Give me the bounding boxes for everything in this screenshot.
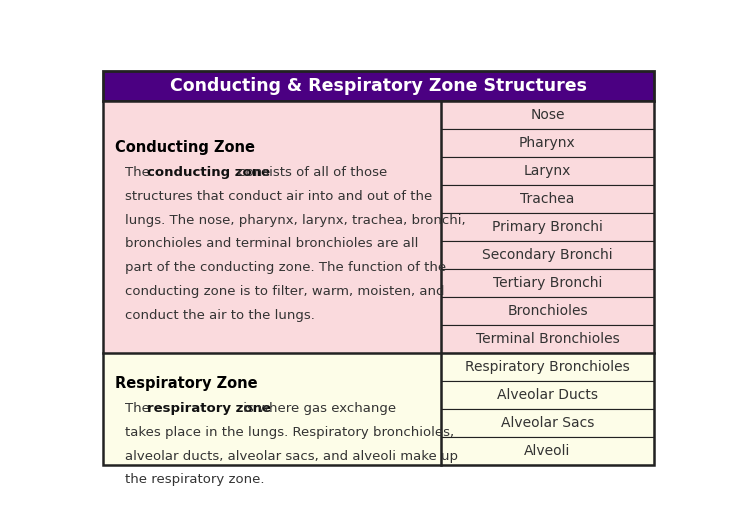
Bar: [441, 157, 654, 185]
Bar: [103, 101, 441, 353]
Text: conducting zone is to filter, warm, moisten, and: conducting zone is to filter, warm, mois…: [125, 285, 445, 298]
Text: is where gas exchange: is where gas exchange: [239, 402, 396, 415]
Text: Conducting & Respiratory Zone Structures: Conducting & Respiratory Zone Structures: [170, 77, 587, 95]
Text: bronchioles and terminal bronchioles are all: bronchioles and terminal bronchioles are…: [125, 237, 418, 251]
Text: Alveolar Ducts: Alveolar Ducts: [497, 388, 598, 402]
Text: The: The: [125, 166, 154, 179]
Bar: [441, 129, 654, 157]
Text: Respiratory Zone: Respiratory Zone: [115, 375, 258, 391]
Bar: [441, 381, 654, 409]
Bar: [441, 241, 654, 269]
Bar: [441, 213, 654, 241]
Bar: [103, 101, 654, 465]
Text: Conducting Zone: Conducting Zone: [115, 140, 255, 155]
Text: Nose: Nose: [530, 108, 565, 122]
Text: conducting zone: conducting zone: [147, 166, 270, 179]
Text: alveolar ducts, alveolar sacs, and alveoli make up: alveolar ducts, alveolar sacs, and alveo…: [125, 450, 458, 463]
Text: Bronchioles: Bronchioles: [507, 304, 587, 318]
Text: Alveoli: Alveoli: [524, 444, 570, 458]
Bar: [103, 353, 441, 465]
Bar: [441, 409, 654, 437]
Text: part of the conducting zone. The function of the: part of the conducting zone. The functio…: [125, 261, 446, 274]
Text: consists of all of those: consists of all of those: [234, 166, 387, 179]
Bar: [103, 71, 654, 101]
Bar: [441, 437, 654, 465]
Text: Respiratory Bronchioles: Respiratory Bronchioles: [465, 360, 630, 374]
Text: Tertiary Bronchi: Tertiary Bronchi: [493, 276, 602, 290]
Bar: [441, 101, 654, 129]
Text: The: The: [125, 402, 154, 415]
Text: Secondary Bronchi: Secondary Bronchi: [482, 248, 613, 262]
Bar: [441, 353, 654, 381]
Text: respiratory zone: respiratory zone: [147, 402, 271, 415]
Text: Primary Bronchi: Primary Bronchi: [492, 220, 603, 234]
Text: Pharynx: Pharynx: [519, 136, 576, 150]
Bar: [441, 325, 654, 353]
Text: conduct the air to the lungs.: conduct the air to the lungs.: [125, 309, 315, 322]
Text: Trachea: Trachea: [520, 192, 575, 206]
Bar: [441, 185, 654, 213]
Text: Terminal Bronchioles: Terminal Bronchioles: [475, 332, 619, 346]
Text: the respiratory zone.: the respiratory zone.: [125, 473, 265, 486]
Bar: [441, 269, 654, 297]
Text: Alveolar Sacs: Alveolar Sacs: [501, 416, 594, 430]
Text: structures that conduct air into and out of the: structures that conduct air into and out…: [125, 190, 432, 203]
Bar: [441, 297, 654, 325]
Text: takes place in the lungs. Respiratory bronchioles,: takes place in the lungs. Respiratory br…: [125, 426, 455, 439]
Text: Larynx: Larynx: [524, 164, 571, 178]
Text: lungs. The nose, pharynx, larynx, trachea, bronchi,: lungs. The nose, pharynx, larynx, trache…: [125, 214, 466, 227]
